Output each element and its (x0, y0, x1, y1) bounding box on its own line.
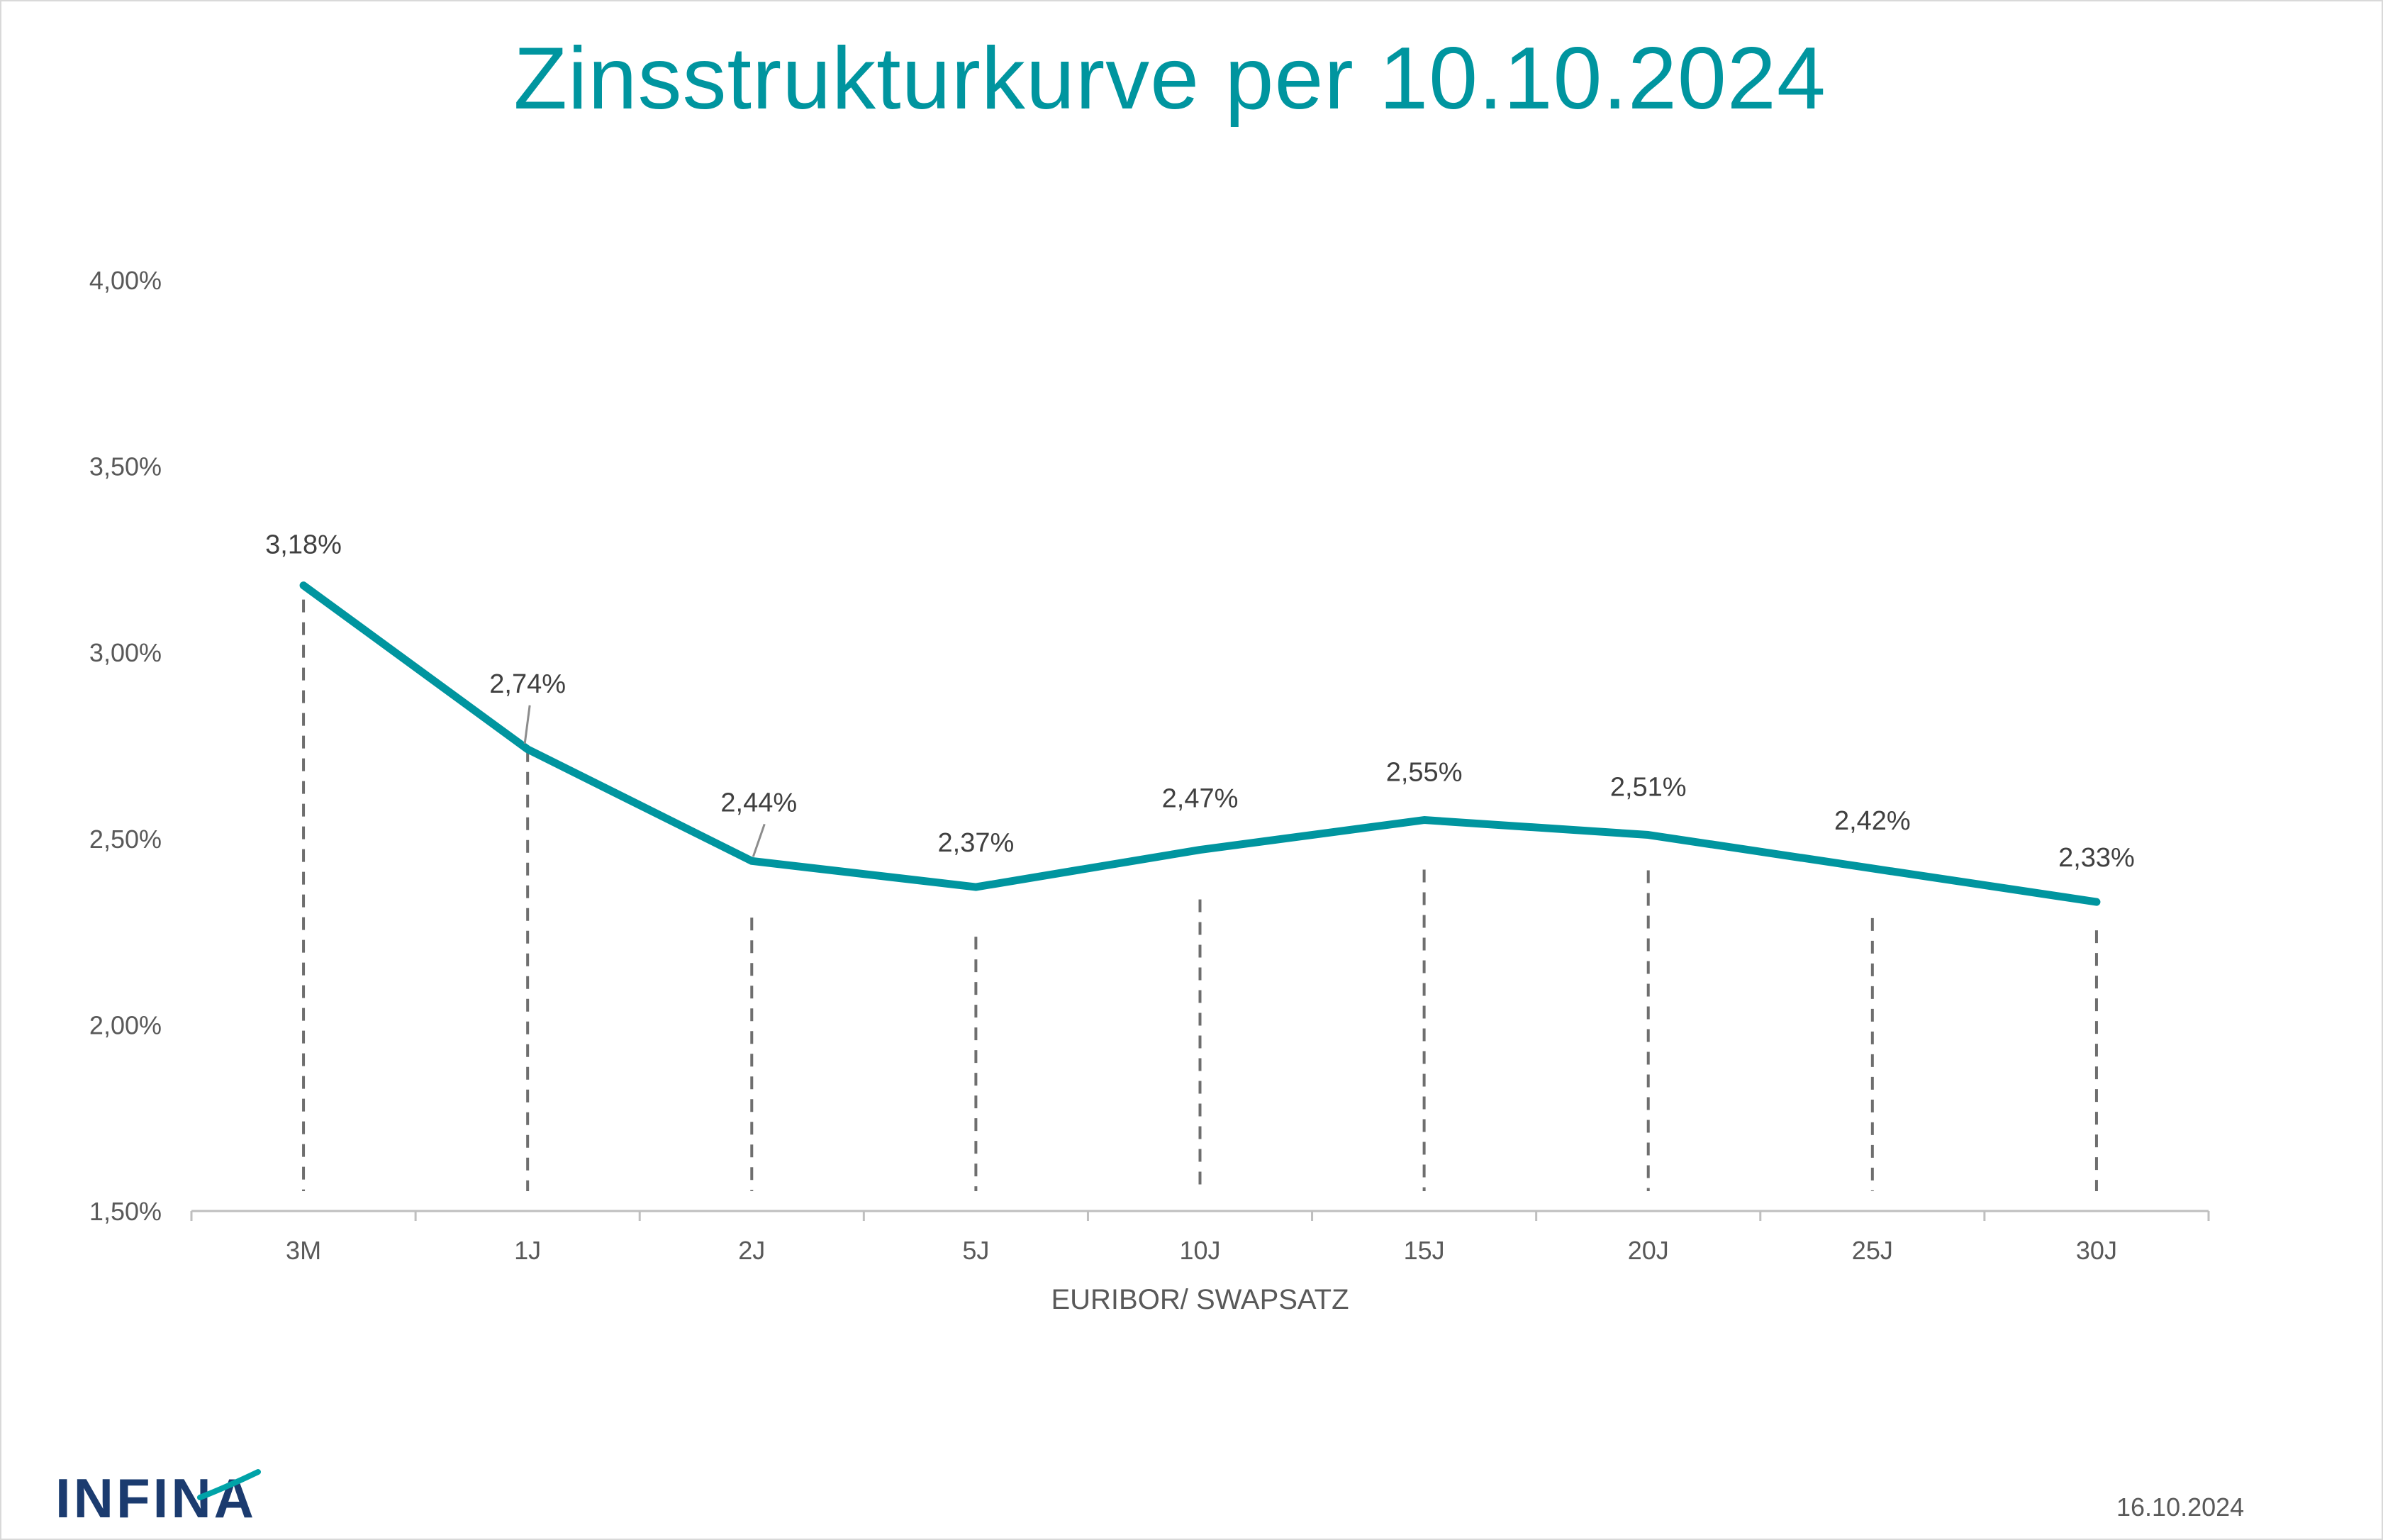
data-label: 2,33% (2058, 843, 2135, 873)
label-leader-line (523, 705, 531, 744)
y-tick-label: 2,00% (89, 1010, 162, 1039)
x-tick-label: 25J (1852, 1236, 1893, 1265)
y-tick-label: 2,50% (89, 825, 162, 854)
x-tick-label: 20J (1628, 1236, 1669, 1265)
x-tick-label: 5J (962, 1236, 989, 1265)
y-tick-label: 4,00% (89, 266, 162, 295)
x-tick-label: 2J (738, 1236, 765, 1265)
y-tick-label: 1,50% (89, 1197, 162, 1226)
data-label: 2,55% (1386, 758, 1463, 788)
data-label: 2,51% (1610, 773, 1687, 803)
x-tick-label: 10J (1179, 1236, 1220, 1265)
data-label: 2,42% (1834, 806, 1911, 836)
data-label: 2,37% (938, 828, 1015, 858)
logo-swoosh-icon (197, 1469, 261, 1500)
infina-logo: INFINA (55, 1467, 257, 1529)
label-leader-line (752, 823, 766, 857)
data-label: 2,47% (1162, 784, 1239, 814)
data-label: 3,18% (265, 530, 342, 560)
chart-title: Zinsstrukturkurve per 10.10.2024 (513, 30, 1826, 128)
x-tick-label: 3M (286, 1236, 321, 1265)
x-axis-title: EURIBOR/ SWAPSATZ (1051, 1284, 1349, 1315)
data-label: 2,44% (720, 788, 797, 818)
x-tick-label: 15J (1404, 1236, 1445, 1265)
footer-date: 16.10.2024 (2116, 1492, 2245, 1522)
x-tick-label: 30J (2076, 1236, 2117, 1265)
x-tick-label: 1J (514, 1236, 541, 1265)
y-tick-label: 3,00% (89, 638, 162, 667)
series-line (299, 581, 2101, 906)
y-tick-label: 3,50% (89, 452, 162, 481)
data-label: 2,74% (489, 669, 566, 699)
